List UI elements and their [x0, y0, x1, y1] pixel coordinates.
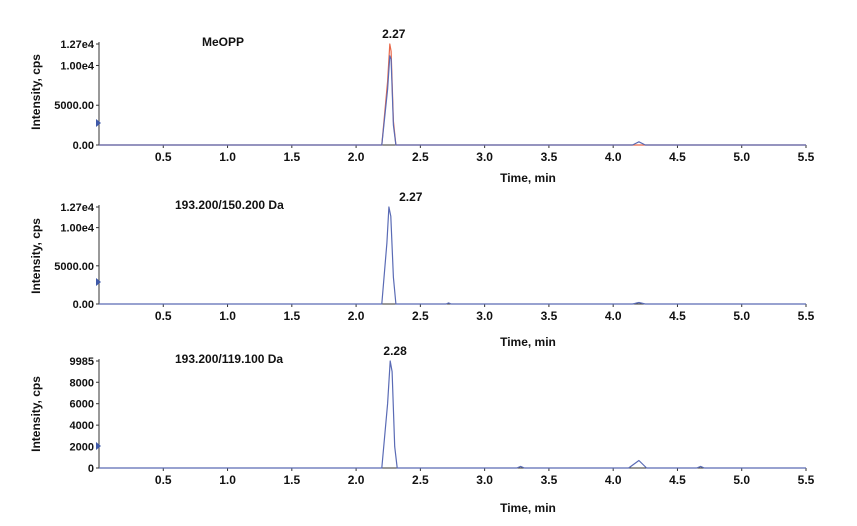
- y-axis-label: Intensity, cps: [29, 54, 43, 130]
- x-tick-label: 1.5: [283, 473, 300, 487]
- x-tick-label: 4.5: [669, 309, 686, 323]
- x-tick-label: 5.5: [798, 309, 815, 323]
- x-axis-label: Time, min: [500, 335, 556, 349]
- y-tick-label: 9985: [70, 356, 94, 368]
- peak-label: 2.28: [383, 344, 407, 358]
- x-tick-label: 1.5: [283, 309, 300, 323]
- y-tick-label: 5000.00: [54, 261, 94, 273]
- x-tick-label: 1.0: [219, 309, 236, 323]
- x-tick-label: 1.5: [283, 150, 300, 164]
- x-tick-label: 5.5: [798, 473, 815, 487]
- y-tick-label: 1.00e4: [60, 60, 95, 72]
- x-axis-label: Time, min: [500, 501, 556, 515]
- y-tick-label: 0.00: [73, 140, 94, 152]
- series-line-2: [99, 55, 806, 146]
- x-tick-label: 0.5: [155, 473, 172, 487]
- x-tick-label: 3.0: [476, 309, 493, 323]
- y-tick-label: 8000: [70, 377, 94, 389]
- y-tick-label: 5000.00: [54, 100, 94, 112]
- x-tick-label: 3.5: [541, 150, 558, 164]
- x-tick-label: 5.0: [733, 473, 750, 487]
- y-tick-label: 0: [88, 463, 94, 475]
- y-tick-label: 1.27e4: [60, 202, 95, 214]
- peak-label: 2.27: [382, 27, 406, 41]
- axis-marker-icon: [96, 278, 101, 286]
- series-line-1: [99, 43, 806, 146]
- x-tick-label: 4.0: [605, 473, 622, 487]
- series-line-1: [99, 206, 806, 305]
- x-tick-label: 4.5: [669, 473, 686, 487]
- x-tick-label: 3.0: [476, 150, 493, 164]
- x-tick-label: 5.0: [733, 150, 750, 164]
- x-tick-label: 2.5: [412, 309, 429, 323]
- x-tick-label: 4.0: [605, 309, 622, 323]
- y-axis-label: Intensity, cps: [29, 218, 43, 294]
- y-tick-label: 1.00e4: [60, 223, 95, 235]
- y-axis-label: Intensity, cps: [29, 376, 43, 452]
- y-tick-label: 1.27e4: [60, 39, 95, 51]
- chart-panel-2: 0.5 1.0 1.5 2.0 2.5 3.0 3.5 4.0 4.5 5.0 5.5 0.00 500…: [29, 190, 815, 349]
- x-tick-label: 2.0: [348, 150, 365, 164]
- x-tick-label: 4.0: [605, 150, 622, 164]
- x-tick-label: 2.0: [348, 309, 365, 323]
- x-tick-label: 0.5: [155, 150, 172, 164]
- x-tick-label: 0.5: [155, 309, 172, 323]
- x-tick-label: 5.5: [798, 150, 815, 164]
- x-tick-label: 1.0: [219, 150, 236, 164]
- peak-label: 2.27: [399, 190, 423, 204]
- x-tick-label: 4.5: [669, 150, 686, 164]
- chart-title: 193.200/150.200 Da: [175, 198, 284, 212]
- x-tick-label: 5.0: [733, 309, 750, 323]
- x-tick-label: 2.5: [412, 150, 429, 164]
- y-tick-label: 0.00: [73, 299, 94, 311]
- x-axis-label: Time, min: [500, 171, 556, 185]
- x-tick-label: 2.5: [412, 473, 429, 487]
- series-line-1: [99, 360, 806, 469]
- x-tick-label: 3.0: [476, 473, 493, 487]
- y-tick-label: 6000: [70, 399, 94, 411]
- x-tick-label: 2.0: [348, 473, 365, 487]
- chart-panel-1: 0.5 1.0 1.5 2.0 2.5 3.0 3.5 4.0 4.5 5.0 5.5 0.00 500…: [29, 27, 815, 185]
- x-tick-label: 1.0: [219, 473, 236, 487]
- y-tick-label: 2000: [70, 442, 94, 454]
- x-tick-label: 3.5: [541, 473, 558, 487]
- axis-marker-icon: [96, 442, 101, 450]
- chart-title: 193.200/119.100 Da: [175, 352, 283, 366]
- x-tick-label: 3.5: [541, 309, 558, 323]
- y-tick-label: 4000: [70, 420, 94, 432]
- chart-panel-3: 0.5 1.0 1.5 2.0 2.5 3.0 3.5 4.0 4.5 5.0 5.5 0 2000 40…: [29, 344, 815, 515]
- axis-marker-icon: [96, 119, 101, 127]
- chart-title: MeOPP: [202, 35, 244, 49]
